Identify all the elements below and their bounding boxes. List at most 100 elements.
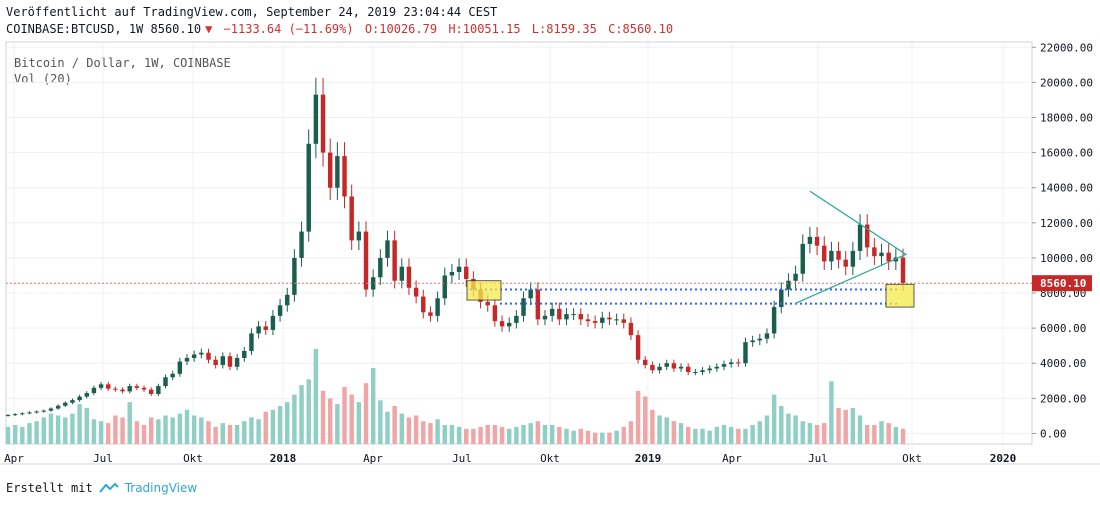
volume-bar xyxy=(91,419,97,444)
volume-bar xyxy=(170,417,175,444)
volume-bar xyxy=(557,426,562,444)
volume-bar xyxy=(621,426,626,444)
volume-bar xyxy=(499,426,505,444)
ohlc-low: L:8159.35 xyxy=(531,22,597,36)
x-tick-label: Apr xyxy=(722,452,742,465)
volume-bar xyxy=(199,417,204,444)
volume-bar xyxy=(356,402,362,444)
candle-body xyxy=(327,152,333,188)
volume-bar xyxy=(206,421,211,444)
candle-body xyxy=(814,236,820,246)
volume-bar xyxy=(413,415,419,444)
series-title: Bitcoin / Dollar, 1W, COINBASE xyxy=(14,56,231,70)
candle-body xyxy=(206,352,211,360)
candle-body xyxy=(714,366,720,369)
volume-bar xyxy=(134,421,140,444)
candle-body xyxy=(399,266,405,281)
volume-bar xyxy=(464,428,469,444)
volume-bar xyxy=(48,413,54,444)
candle-body xyxy=(406,266,412,288)
x-tick-label: Jul xyxy=(808,452,828,465)
candle-body xyxy=(70,400,75,403)
candle-body xyxy=(564,314,569,320)
x-tick-label: 2019 xyxy=(635,452,662,465)
volume-bar xyxy=(736,428,741,444)
candle-body xyxy=(800,243,805,274)
volume-bar xyxy=(270,409,276,444)
volume-bar xyxy=(34,421,39,444)
volume-bar xyxy=(635,390,641,444)
symbol-info: COINBASE:BTCUSD, 1W 8560.10 xyxy=(6,22,202,36)
last-price-tag xyxy=(1032,275,1092,292)
volume-bar xyxy=(306,379,311,444)
y-tick-label: 18000.00 xyxy=(1040,111,1093,124)
volume-bar xyxy=(41,417,47,444)
candle-body xyxy=(335,156,340,188)
volume-bar xyxy=(743,428,748,444)
candle-body xyxy=(650,365,655,371)
x-tick-label: Apr xyxy=(363,452,383,465)
volume-bar xyxy=(256,419,261,444)
y-tick-label: 20000.00 xyxy=(1040,76,1093,89)
volume-bar xyxy=(77,404,82,444)
volume-bar xyxy=(428,423,433,444)
tradingview-brand: TradingView xyxy=(124,481,198,495)
volume-bar xyxy=(242,421,247,444)
candle-body xyxy=(184,357,190,362)
volume-bar xyxy=(822,423,827,444)
volume-bar xyxy=(721,425,727,444)
candle-body xyxy=(850,250,856,267)
candle-body xyxy=(41,410,47,412)
candle-body xyxy=(77,396,82,401)
candle-body xyxy=(177,361,183,374)
candle-body xyxy=(299,231,304,258)
volume-bar xyxy=(628,421,634,444)
triangle-pattern xyxy=(794,190,908,305)
volume-bar xyxy=(299,385,304,444)
volume-bar xyxy=(471,428,476,444)
volume-bar xyxy=(893,426,899,444)
volume-bar xyxy=(829,381,834,444)
volume-bar xyxy=(220,423,226,444)
candle-body xyxy=(485,301,490,306)
candle-body xyxy=(148,389,154,394)
volume-bar xyxy=(20,426,25,444)
volume-bar xyxy=(671,421,677,444)
chart-header: Veröffentlicht auf TradingView.com, Sept… xyxy=(6,4,677,38)
volume-bar xyxy=(84,407,89,444)
last-price-label: 8560.10 xyxy=(1040,277,1086,290)
candle-body xyxy=(600,317,605,323)
candle-body xyxy=(685,366,691,373)
candle-body xyxy=(156,386,161,394)
volume-bar xyxy=(120,417,125,444)
volume-bar xyxy=(55,415,61,444)
volume-bar xyxy=(485,425,490,444)
candle-body xyxy=(120,389,125,392)
volume-bar xyxy=(707,430,712,444)
candle-body xyxy=(342,156,347,197)
symbol-line: COINBASE:BTCUSD, 1W 8560.10 ▼ −1133.64 (−… xyxy=(6,21,677,38)
candle-body xyxy=(571,314,576,316)
candle-body xyxy=(578,314,584,320)
candle-body xyxy=(385,240,390,258)
x-tick-label: Okt xyxy=(183,452,203,465)
candle-body xyxy=(521,298,526,316)
volume-bar xyxy=(764,415,770,444)
volume-bar xyxy=(614,430,619,444)
volume-bar xyxy=(600,432,605,444)
candle-body xyxy=(113,388,118,390)
candle-body xyxy=(48,408,54,411)
candle-body xyxy=(514,315,519,323)
candle-body xyxy=(822,245,827,262)
volume-bar xyxy=(106,423,111,444)
candle-body xyxy=(84,393,89,397)
candle-body xyxy=(20,413,25,415)
candle-body xyxy=(141,387,147,390)
volume-bar xyxy=(857,415,863,444)
volume-bar xyxy=(435,419,440,444)
candle-body xyxy=(542,315,548,320)
candle-body xyxy=(678,366,684,369)
candle-body xyxy=(614,319,619,321)
volume-bar xyxy=(750,425,755,444)
